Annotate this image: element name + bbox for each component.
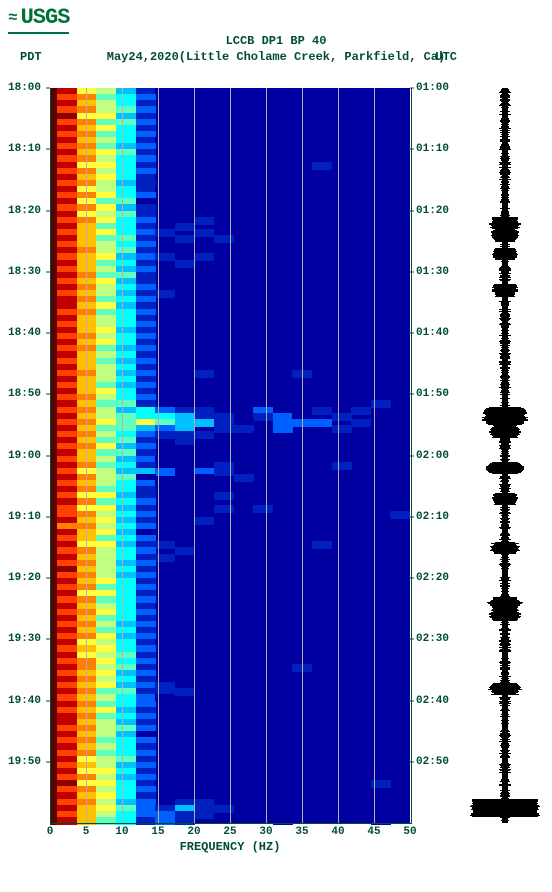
x-tick-label: 25: [223, 826, 236, 838]
spectrogram-plot: [50, 88, 410, 823]
chart-location: (Little Cholame Creek, Parkfield, Ca): [179, 50, 445, 64]
usgs-wave-icon: ≈: [8, 9, 17, 27]
y-tick-label-right: 02:10: [416, 511, 449, 523]
y-tick-label-right: 01:20: [416, 205, 449, 217]
y-tick-label-right: 01:30: [416, 266, 449, 278]
y-tick-label-left: 18:30: [8, 266, 41, 278]
x-tick-label: 0: [47, 826, 54, 838]
x-tick-label: 10: [115, 826, 128, 838]
y-tick-label-right: 01:50: [416, 388, 449, 400]
y-tick-label-left: 18:40: [8, 327, 41, 339]
y-tick-label-right: 02:40: [416, 695, 449, 707]
chart-subtitle: PDT May24,2020(Little Cholame Creek, Par…: [0, 50, 552, 64]
x-tick-label: 40: [331, 826, 344, 838]
y-tick-label-left: 18:50: [8, 388, 41, 400]
x-tick-label: 30: [259, 826, 272, 838]
y-tick-label-right: 01:10: [416, 143, 449, 155]
x-tick-label: 35: [295, 826, 308, 838]
y-tick-label-right: 02:00: [416, 450, 449, 462]
chart-title: LCCB DP1 BP 40: [0, 34, 552, 48]
usgs-logo-text: USGS: [21, 5, 70, 30]
x-tick-label: 45: [367, 826, 380, 838]
y-tick-label-left: 19:10: [8, 511, 41, 523]
y-tick-label-left: 18:10: [8, 143, 41, 155]
chart-title-block: LCCB DP1 BP 40 PDT May24,2020(Little Cho…: [0, 34, 552, 64]
x-tick-label: 20: [187, 826, 200, 838]
timezone-left-label: PDT: [20, 50, 42, 64]
xaxis-title: FREQUENCY (HZ): [50, 840, 410, 854]
y-tick-label-left: 19:00: [8, 450, 41, 462]
y-tick-label-left: 19:40: [8, 695, 41, 707]
x-tick-label: 15: [151, 826, 164, 838]
y-tick-label-right: 02:20: [416, 572, 449, 584]
y-tick-label-right: 02:50: [416, 756, 449, 768]
usgs-logo: ≈ USGS: [8, 5, 69, 34]
y-tick-label-left: 19:30: [8, 633, 41, 645]
y-tick-label-left: 18:20: [8, 205, 41, 217]
chart-date: May24,2020: [107, 50, 179, 64]
timezone-right-label: UTC: [435, 50, 457, 64]
x-tick-label: 5: [83, 826, 90, 838]
waveform-trace: [470, 88, 540, 823]
y-tick-label-right: 01:00: [416, 82, 449, 94]
y-tick-label-left: 19:20: [8, 572, 41, 584]
y-tick-label-left: 18:00: [8, 82, 41, 94]
y-tick-label-right: 02:30: [416, 633, 449, 645]
x-tick-label: 50: [403, 826, 416, 838]
y-tick-label-left: 19:50: [8, 756, 41, 768]
y-tick-label-right: 01:40: [416, 327, 449, 339]
